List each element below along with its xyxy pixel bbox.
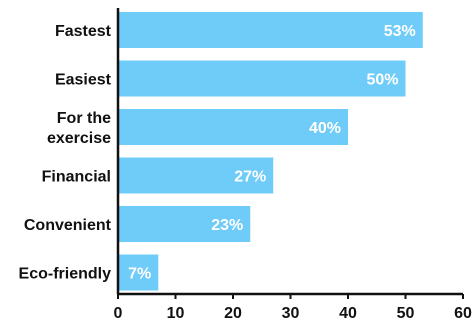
bar-5 <box>118 254 159 291</box>
data-labels: 53% 50% 40% 27% 23% 7% <box>128 23 416 283</box>
bar-1 <box>118 60 406 97</box>
x-tick-label-5: 50 <box>397 305 415 322</box>
category-label-line: Convenient <box>24 217 112 234</box>
x-tick-label-2: 20 <box>224 305 242 322</box>
category-label-3: Financial <box>42 169 111 186</box>
bar-4 <box>118 206 251 242</box>
category-label-5: Eco-friendly <box>19 266 112 283</box>
category-labels: Fastest Easiest For the exercise Financial Co… <box>19 23 112 283</box>
category-label-line: Fastest <box>55 23 112 40</box>
data-label-4: 23% <box>211 217 243 234</box>
category-label-line: Eco-friendly <box>19 266 112 283</box>
data-label-1: 50% <box>366 72 398 89</box>
bar-3 <box>118 157 274 194</box>
category-label-1: Easiest <box>55 72 112 89</box>
data-label-2: 40% <box>309 120 341 137</box>
category-label-line: For the <box>57 110 111 127</box>
data-label-5: 7% <box>128 266 151 283</box>
category-label-line: Easiest <box>55 72 112 89</box>
x-tick-labels: 0 10 20 30 40 50 60 <box>114 294 472 322</box>
category-label-0: Fastest <box>55 23 112 40</box>
data-label-0: 53% <box>384 23 416 40</box>
x-tick-label-4: 40 <box>339 305 357 322</box>
x-tick-label-1: 10 <box>167 305 185 322</box>
data-label-3: 27% <box>234 169 266 186</box>
category-label-2: For the exercise <box>47 110 111 147</box>
bar-2 <box>118 109 348 145</box>
bars-group <box>118 12 423 291</box>
x-tick-label-0: 0 <box>114 305 123 322</box>
x-tick-label-3: 30 <box>282 305 300 322</box>
category-label-4: Convenient <box>24 217 112 234</box>
category-label-line: exercise <box>47 130 111 147</box>
category-label-line: Financial <box>42 169 111 186</box>
bar-0 <box>118 12 423 48</box>
x-tick-label-6: 60 <box>454 305 472 322</box>
